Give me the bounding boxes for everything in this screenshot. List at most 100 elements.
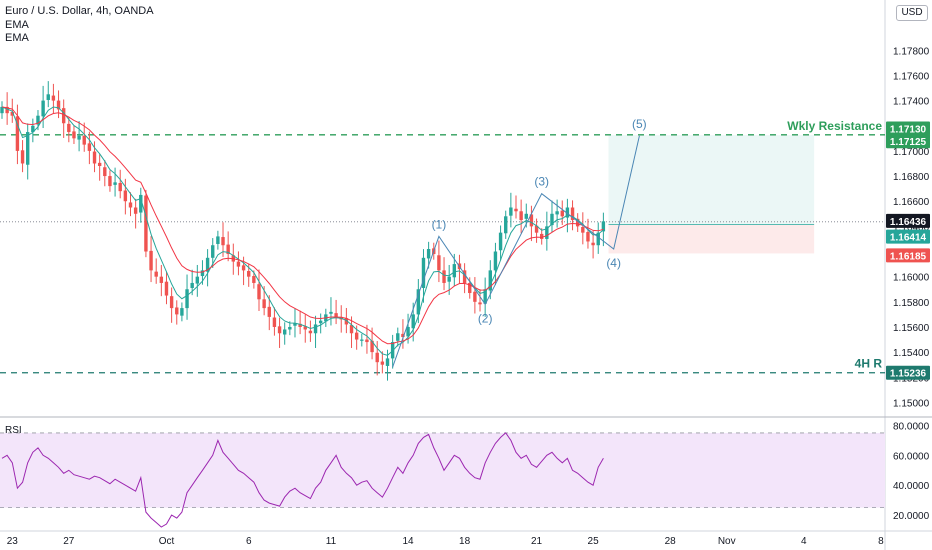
time-tick-label: 18: [459, 536, 471, 547]
price-tick-label: 1.17800: [893, 46, 930, 57]
candle-body: [61, 108, 66, 124]
candle-body: [267, 306, 271, 317]
candle-body: [139, 194, 143, 213]
time-tick-label: 23: [7, 536, 19, 547]
wave-label: (3): [534, 175, 549, 189]
currency-button[interactable]: USD: [896, 5, 928, 21]
candle-body: [195, 276, 200, 284]
candle-body: [180, 308, 184, 316]
candle-body: [565, 207, 570, 218]
candle-body: [334, 313, 338, 317]
candle-body: [277, 326, 282, 334]
candle-body: [452, 264, 457, 278]
wave-label: (1): [432, 217, 447, 231]
candle-body: [185, 289, 189, 309]
price-label-bg: [886, 365, 930, 380]
candle-body: [82, 135, 86, 145]
candle-body: [416, 289, 421, 315]
candle-body: [570, 207, 575, 221]
candle-body: [128, 202, 133, 208]
time-tick-label: 4: [801, 536, 807, 547]
candle-body: [200, 270, 205, 277]
candle-body: [514, 208, 518, 212]
candle-body: [149, 250, 153, 271]
candle-body: [236, 261, 241, 267]
price-tick-label: 1.16800: [893, 172, 930, 183]
candle-body: [504, 216, 508, 234]
ema-legend-1[interactable]: EMA: [5, 19, 29, 31]
candle-body: [401, 333, 405, 338]
price-label-bg: [886, 213, 930, 228]
time-tick-label: 27: [63, 536, 75, 547]
candle-body: [241, 265, 246, 271]
candle-body: [257, 284, 261, 300]
price-label-bg: [886, 248, 930, 263]
rsi-tick-label: 20.0000: [893, 511, 930, 522]
candle-body: [396, 333, 400, 341]
price-label: 1.16436: [890, 217, 927, 228]
candle-body: [468, 282, 472, 294]
ema-fast-line: [1, 106, 604, 356]
time-tick-label: 8: [878, 536, 884, 547]
candle-body: [370, 340, 374, 353]
target-zone: [608, 135, 815, 225]
candle-body: [10, 111, 14, 116]
candle-body: [462, 270, 467, 283]
candle-body: [154, 271, 158, 277]
price-label: 1.16414: [890, 233, 927, 244]
rsi-line: [1, 432, 604, 528]
candle-body: [411, 314, 415, 329]
candle-body: [87, 143, 92, 151]
ema-slow-line: [1, 106, 604, 345]
candle-body: [159, 276, 164, 283]
price-tick-label: 1.16600: [893, 197, 930, 208]
candle-body: [252, 276, 256, 283]
candle-body: [349, 325, 354, 334]
candle-body: [493, 251, 498, 271]
price-tick-label: 1.15800: [893, 298, 930, 309]
time-tick-label: 6: [246, 536, 252, 547]
price-tick-label: 1.17600: [893, 71, 930, 82]
candle-body: [575, 218, 580, 227]
candle-body: [344, 318, 349, 325]
candle-body: [67, 123, 71, 133]
time-tick-label: 25: [588, 536, 600, 547]
rsi-tick-label: 60.0000: [893, 451, 930, 462]
candle-body: [308, 330, 313, 334]
candle-body: [421, 257, 426, 288]
rsi-label: RSI: [5, 425, 22, 436]
candle-body: [26, 132, 30, 165]
candle-body: [46, 94, 50, 100]
candle-body: [318, 320, 323, 324]
candle-body: [545, 226, 549, 239]
candle-body: [41, 100, 45, 117]
time-tick-label: Oct: [159, 536, 175, 547]
candle-body: [216, 236, 220, 244]
candle-body: [123, 190, 128, 202]
wave-label: (2): [478, 311, 493, 325]
price-tick-label: 1.16400: [893, 222, 930, 233]
candle-body: [447, 276, 451, 282]
candle-body: [144, 195, 148, 252]
ema-legend-2[interactable]: EMA: [5, 32, 29, 44]
wave-label: (4): [606, 256, 621, 270]
candle-body: [118, 182, 122, 192]
wave-path: [392, 135, 640, 368]
candle-body: [591, 242, 595, 246]
candle-body: [529, 214, 534, 227]
candle-body: [262, 299, 266, 309]
candle-body: [442, 270, 446, 283]
candle-body: [473, 291, 477, 302]
rsi-band: [0, 432, 885, 508]
candle-body: [303, 326, 307, 330]
candle-body: [283, 329, 287, 335]
candle-body: [586, 232, 590, 242]
candle-body: [97, 162, 102, 166]
candle-body: [524, 213, 528, 219]
candle-body: [519, 211, 523, 221]
candle-body: [31, 125, 35, 133]
price-label: 1.15236: [890, 369, 927, 380]
candle-body: [498, 232, 503, 251]
candle-body: [226, 244, 230, 255]
